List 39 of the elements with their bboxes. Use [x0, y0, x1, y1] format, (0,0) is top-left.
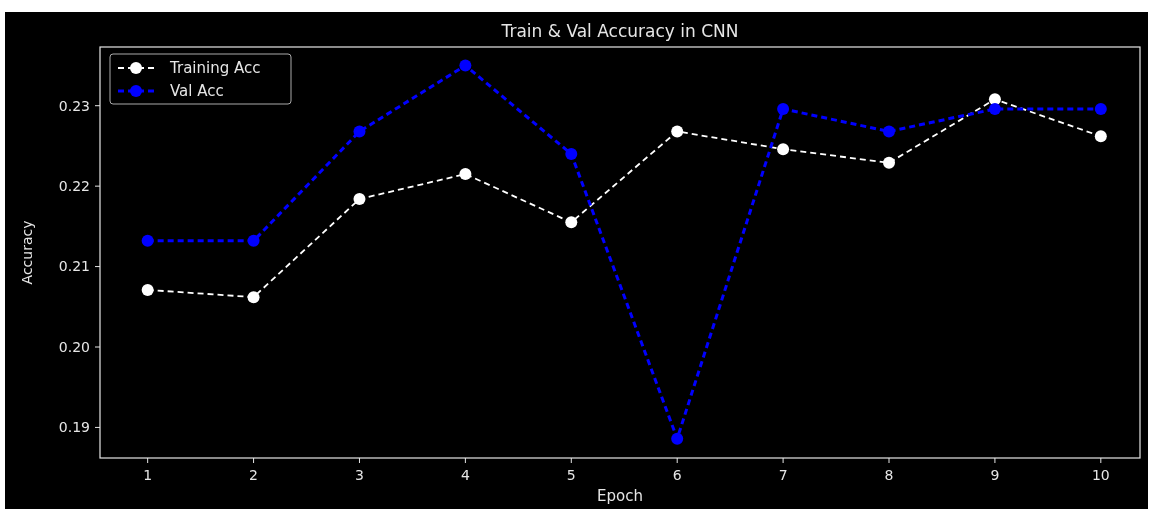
y-axis-title: Accuracy [19, 220, 35, 285]
x-tick-label: 10 [1091, 467, 1110, 483]
point [883, 156, 895, 169]
point [565, 216, 578, 229]
legend-label: Training Acc [169, 59, 261, 78]
point [777, 143, 790, 156]
x-tick-label: 3 [355, 467, 364, 483]
point [988, 102, 1001, 115]
x-tick-label: 2 [249, 467, 259, 483]
point [141, 234, 154, 247]
legend-label: Val Acc [170, 82, 224, 101]
point [353, 125, 366, 138]
x-tick-label: 4 [460, 467, 470, 483]
point [141, 283, 154, 296]
point [1094, 102, 1107, 115]
point [247, 234, 260, 247]
point [565, 147, 578, 160]
y-tick-label: 0.20 [58, 338, 90, 355]
point [671, 432, 684, 445]
chart-title: Train & Val Accuracy in CNN [500, 21, 739, 41]
y-tick-label: 0.22 [58, 178, 90, 195]
point [1094, 130, 1107, 143]
x-tick-label: 8 [884, 467, 894, 483]
x-tick-label: 5 [566, 467, 576, 483]
y-tick-label: 0.19 [58, 419, 90, 436]
x-tick-label: 6 [672, 467, 682, 483]
point [777, 102, 790, 115]
x-axis-title: Epoch [597, 487, 643, 505]
point [247, 291, 260, 304]
point [353, 193, 366, 206]
y-tick-label: 0.23 [58, 97, 90, 114]
x-tick-label: 7 [778, 467, 788, 483]
point [459, 168, 472, 181]
point [883, 125, 895, 138]
x-tick-label: 9 [990, 467, 1000, 483]
x-tick-label: 1 [143, 467, 153, 483]
y-tick-label: 0.21 [58, 258, 90, 275]
point [671, 125, 684, 138]
point [459, 59, 472, 72]
